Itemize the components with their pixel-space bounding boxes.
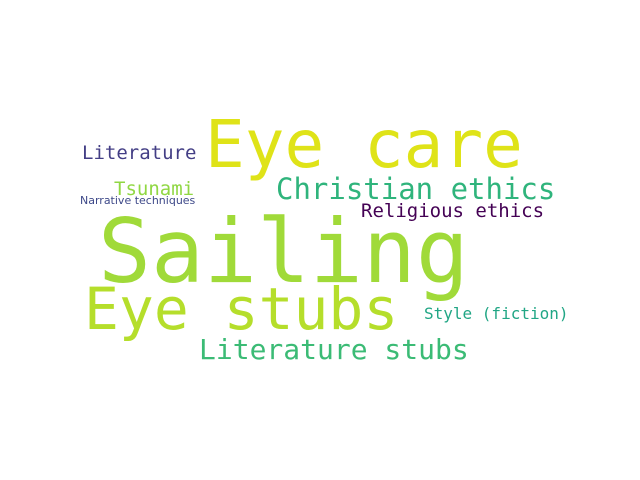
word-eye-stubs: Eye stubs [84,275,399,343]
word-religious-ethics: Religious ethics [361,200,545,222]
word-literature: Literature [82,142,197,164]
word-literature-stubs: Literature stubs [199,333,469,366]
word-style-fiction: Style (fiction) [424,304,569,323]
word-tsunami: Tsunami [114,178,195,200]
word-sailing: Sailing [98,200,469,303]
word-narrative-techniques: Narrative techniques [80,194,196,207]
word-eye-care: Eye care [205,106,523,183]
word-christian-ethics: Christian ethics [276,172,556,206]
